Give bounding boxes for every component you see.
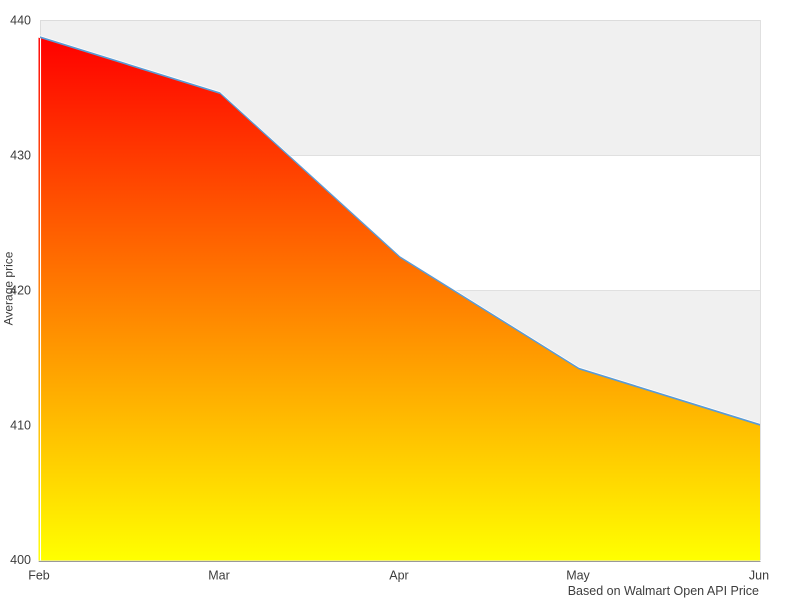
svg-text:Based on Walmart Open API Pric: Based on Walmart Open API Price [568, 584, 759, 598]
svg-text:Average price: Average price [2, 251, 16, 325]
svg-text:Jun: Jun [749, 568, 769, 582]
svg-text:400: 400 [10, 553, 31, 567]
svg-text:May: May [566, 568, 590, 582]
svg-text:Feb: Feb [28, 568, 50, 582]
svg-text:420: 420 [10, 284, 31, 298]
svg-text:410: 410 [10, 419, 31, 433]
svg-text:430: 430 [10, 149, 31, 163]
svg-text:Apr: Apr [389, 568, 408, 582]
svg-text:440: 440 [10, 14, 31, 28]
svg-text:Mar: Mar [208, 568, 230, 582]
